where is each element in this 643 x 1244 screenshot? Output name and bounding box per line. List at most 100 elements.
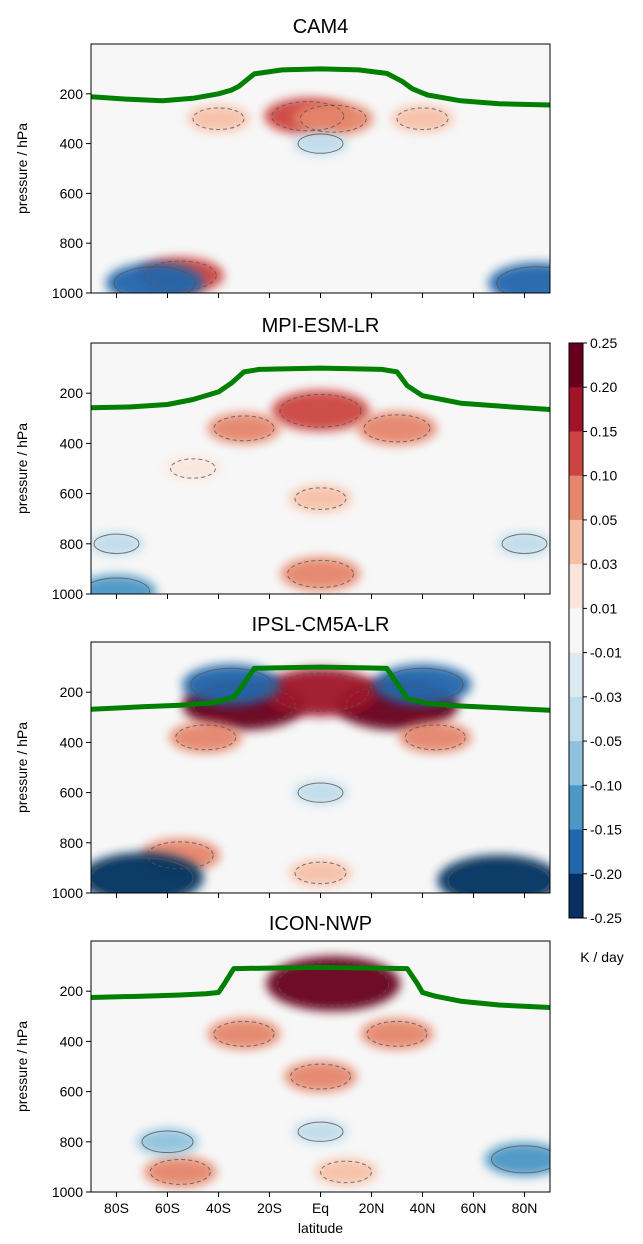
warm-anomaly-7	[289, 859, 352, 887]
tropopause-line	[91, 365, 550, 412]
colorbar-tick-label: 0.03	[590, 556, 617, 572]
colorbar-tick-label: 0.10	[590, 468, 617, 484]
warm-anomaly-6	[315, 1158, 377, 1186]
colorbar-segment	[569, 343, 583, 388]
dashed-contour-1	[271, 101, 345, 132]
warm-anomaly-5	[398, 721, 472, 753]
y-tick-label: 400	[60, 1033, 84, 1049]
y-axis-label: pressure / hPa	[14, 722, 30, 813]
colorbar-tick-label: -0.05	[590, 733, 622, 749]
y-tick-label: 600	[60, 785, 84, 801]
y-tick-label: 400	[60, 435, 84, 451]
warm-anomaly-3	[357, 411, 437, 446]
cool-anomaly-8	[484, 1142, 550, 1177]
y-tick-label: 200	[60, 983, 84, 999]
y-tick-label: 1000	[52, 586, 83, 602]
panel-3: IPSL-CM5A-LR 200 400 600 800 1000 pressure / h…	[14, 614, 551, 901]
warm-anomaly-6	[280, 556, 361, 591]
warm-anomaly-2	[207, 412, 281, 444]
y-tick-label: 800	[60, 835, 84, 851]
dashed-contour-4	[170, 458, 216, 479]
warm-anomaly-2	[207, 1018, 281, 1050]
x-tick-label: 40N	[410, 1200, 436, 1216]
cool-anomaly-10	[91, 852, 204, 893]
dashed-contour-1	[277, 961, 390, 1006]
warm-anomaly-5	[143, 1156, 217, 1188]
colorbar-tick-label: 0.20	[590, 379, 617, 395]
colorbar-segment	[569, 829, 583, 875]
warm-anomaly-3	[262, 668, 379, 717]
dashed-contour-2	[213, 1020, 275, 1047]
y-tick-label: 400	[60, 136, 84, 152]
dashed-contour-4	[175, 724, 237, 751]
cool-anomaly-11	[437, 855, 550, 893]
anomaly-field	[91, 66, 550, 293]
colorbar-unit-label: K / day	[580, 949, 624, 965]
panel-title: MPI-ESM-LR	[262, 315, 380, 337]
x-axis-label: latitude	[298, 1220, 343, 1236]
solid-contour-8	[501, 533, 548, 554]
dashed-contour-3	[192, 107, 245, 130]
solid-contour-8	[190, 667, 273, 702]
panel-1: CAM4 200 400 600 800 1000 pressure / hPa	[14, 16, 551, 301]
solid-contour-8	[496, 266, 550, 293]
warm-anomaly-4	[169, 721, 243, 753]
panel-title: IPSL-CM5A-LR	[252, 614, 390, 636]
colorbar-tick-label: -0.03	[590, 689, 622, 705]
solid-contour-7	[141, 1130, 194, 1154]
colorbar-tick-label: -0.10	[590, 777, 622, 793]
cool-anomaly-12	[293, 780, 348, 805]
x-tick-label: 80N	[512, 1200, 538, 1216]
dashed-contour-2	[213, 415, 275, 442]
dashed-contour-1	[279, 394, 362, 428]
y-tick-label: 600	[60, 1084, 84, 1100]
cool-anomaly-7	[136, 1128, 199, 1156]
colorbar-segment	[569, 785, 583, 831]
plot-area	[91, 44, 550, 293]
warm-anomaly-4	[284, 1060, 357, 1093]
dashed-contour-2	[299, 104, 367, 133]
colorbar-tick-label: -0.25	[590, 910, 622, 926]
tropopause-line	[91, 964, 550, 1010]
warm-anomaly-4	[391, 105, 454, 133]
y-tick-label: 200	[60, 684, 84, 700]
colorbar: 0.25 0.20 0.15 0.10 0.05 0.03 0.01 -0.01 -0.03 -0…	[568, 335, 624, 965]
colorbar-tick-label: 0.01	[590, 600, 617, 616]
colorbar-tick-label: -0.01	[590, 645, 622, 661]
colorbar-segment	[569, 741, 583, 786]
dashed-contour-7	[294, 861, 347, 885]
dashed-contour-4	[290, 1063, 351, 1090]
solid-contour-8	[491, 1145, 550, 1174]
colorbar-segment	[569, 652, 583, 698]
dashed-contour-4	[396, 107, 449, 130]
warm-anomaly-2	[293, 101, 374, 136]
colorbar-segment	[569, 431, 583, 477]
anomaly-field	[91, 664, 550, 893]
dashed-contour-3	[366, 1020, 428, 1047]
warm-anomaly-3	[360, 1018, 434, 1050]
solid-contour-11	[447, 859, 550, 893]
y-tick-label: 1000	[52, 885, 83, 901]
warm-anomaly-1	[266, 956, 401, 1012]
y-tick-label: 1000	[52, 285, 83, 301]
y-tick-label: 1000	[52, 1184, 83, 1200]
colorbar-tick-label: -0.15	[590, 822, 622, 838]
warm-anomaly-4	[165, 456, 221, 481]
dashed-contour-5	[294, 487, 347, 510]
colorbar-tick-label: 0.25	[590, 335, 617, 351]
dashed-contour-5	[149, 1159, 211, 1185]
solid-contour-7	[113, 266, 196, 293]
panel-title: ICON-NWP	[269, 913, 372, 935]
colorbar-tick-label: -0.20	[590, 866, 622, 882]
colorbar-segment	[569, 873, 583, 919]
y-axis-label: pressure / hPa	[14, 123, 30, 214]
colorbar-segment	[569, 475, 583, 521]
panel-title: CAM4	[293, 16, 349, 38]
colorbar-tick-label: 0.05	[590, 512, 617, 528]
cool-anomaly-9	[91, 574, 157, 594]
cool-anomaly-6	[293, 131, 348, 156]
cool-anomaly-9	[293, 1119, 348, 1144]
solid-contour-6	[297, 133, 344, 154]
y-tick-label: 800	[60, 536, 84, 552]
colorbar-segment	[569, 608, 583, 654]
